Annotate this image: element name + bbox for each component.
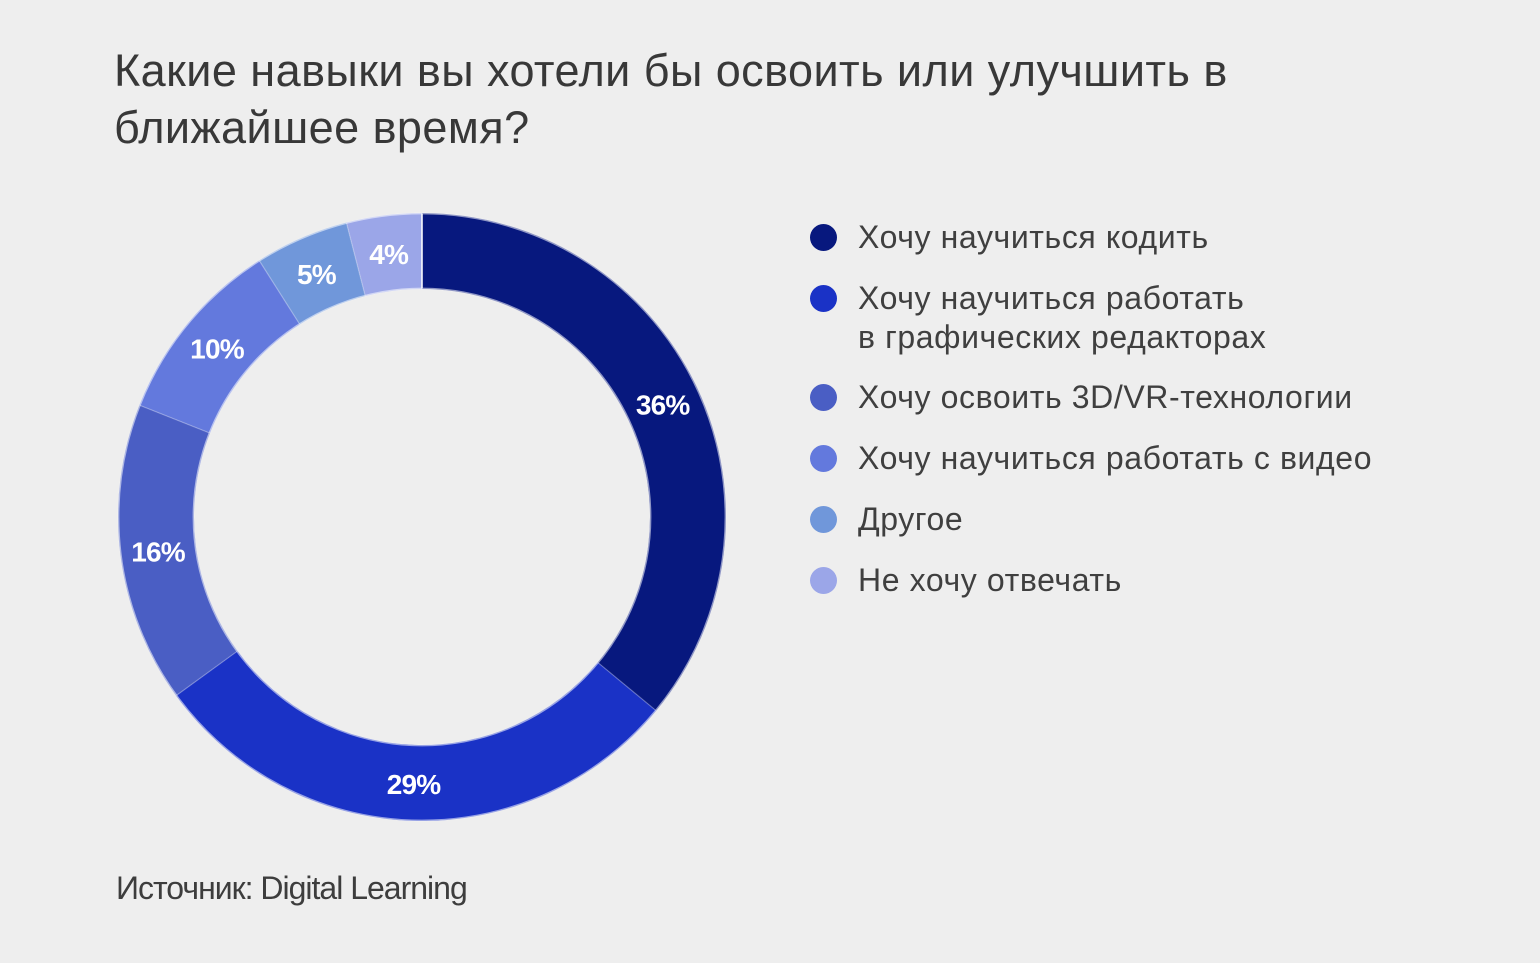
svg-text:16%: 16%	[131, 536, 186, 567]
svg-text:36%: 36%	[636, 390, 691, 421]
svg-text:29%: 29%	[387, 769, 442, 800]
svg-text:10%: 10%	[190, 333, 245, 364]
svg-text:4%: 4%	[369, 239, 409, 270]
svg-text:5%: 5%	[297, 259, 337, 290]
